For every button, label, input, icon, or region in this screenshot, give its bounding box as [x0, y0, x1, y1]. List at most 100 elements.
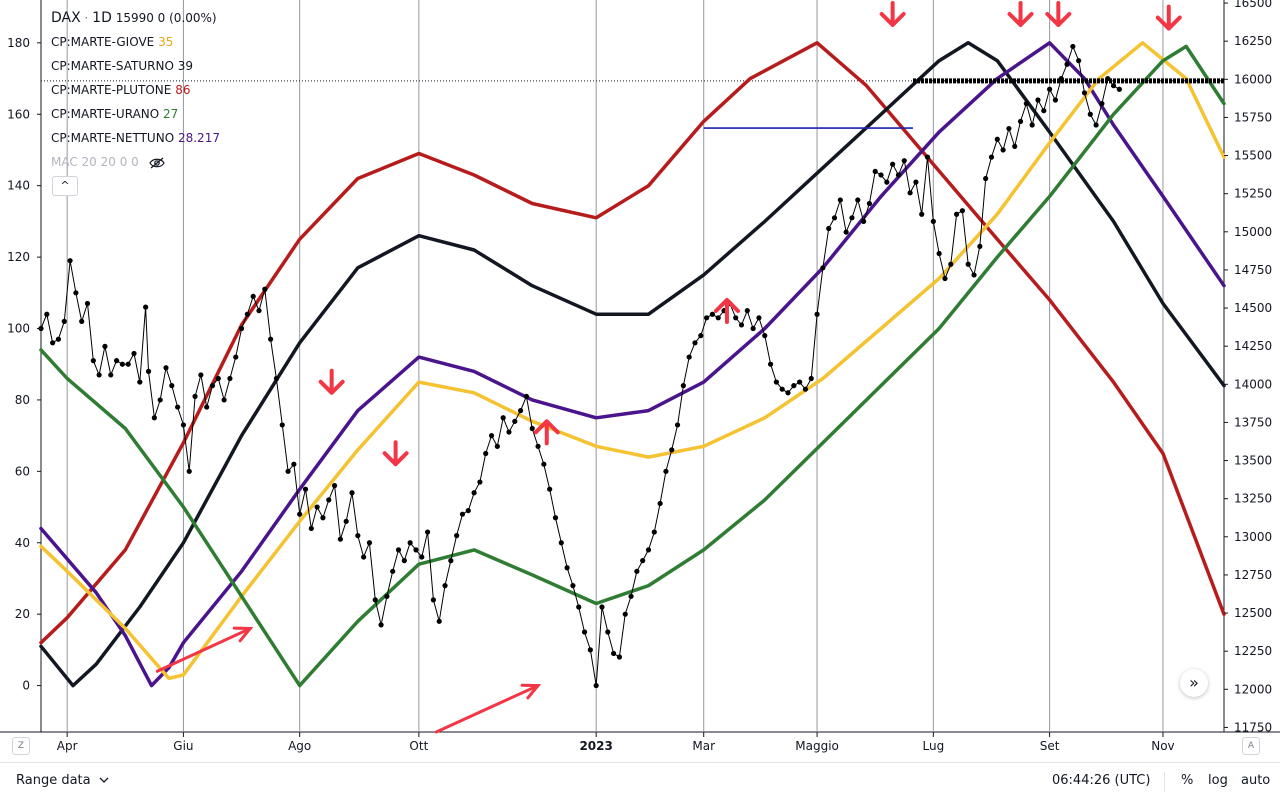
indicator-row-urano[interactable]: CP:MARTE-URANO 27 [51, 104, 220, 128]
price-point [698, 333, 704, 339]
indicator-name: CP:MARTE-SATURNO [51, 59, 174, 73]
date-range-button[interactable]: Range data [16, 773, 109, 788]
log-scale-toggle[interactable]: log [1208, 773, 1228, 788]
price-point [779, 386, 785, 392]
price-point [756, 315, 762, 321]
down-arrow [879, 0, 906, 27]
clock[interactable]: 06:44:26 (UTC) [1052, 773, 1151, 788]
auto-scale-corner-button[interactable]: A [1242, 737, 1260, 755]
price-point [1017, 118, 1024, 125]
price-point [163, 365, 169, 371]
price-point [67, 258, 73, 264]
price-point [390, 568, 396, 574]
price-point [1093, 122, 1099, 128]
chevron-down-icon [99, 777, 109, 783]
y-right-tick-label: 16250 [1234, 34, 1272, 48]
y-right-tick-label: 13000 [1234, 530, 1272, 544]
y-right-tick-label: 15000 [1234, 225, 1272, 239]
price-point [1070, 43, 1076, 50]
price-point [570, 583, 576, 589]
price-point [547, 486, 553, 492]
price-point [395, 547, 402, 553]
price-point [581, 629, 588, 635]
price-point [326, 497, 332, 503]
price-point [1087, 111, 1093, 117]
x-tick-label: Lug [922, 739, 944, 753]
x-tick-label: Mar [692, 739, 715, 753]
price-point [459, 511, 466, 517]
price-point [965, 261, 971, 267]
legend: DAX · 1D 15990 0 (0.00%) CP:MARTE-GIOVE … [51, 8, 220, 176]
price-point [209, 383, 216, 389]
price-point [878, 172, 884, 178]
indicator-value: 28.217 [177, 131, 220, 145]
price-point [587, 647, 593, 653]
y-left-tick-label: 100 [7, 322, 30, 336]
x-tick-label: 2023 [579, 739, 612, 753]
x-tick-label: Giu [173, 739, 193, 753]
price-point [988, 154, 995, 160]
price-point [180, 422, 187, 428]
price-point [483, 450, 489, 457]
timezone-corner-button[interactable]: Z [12, 737, 30, 755]
price-point [983, 175, 989, 182]
indicator-row-nettuno[interactable]: CP:MARTE-NETTUNO 28.217 [51, 128, 220, 152]
quote: 15990 0 (0.00%) [115, 11, 217, 25]
percent-scale-toggle[interactable]: % [1181, 773, 1194, 788]
indicator-value: 39 [177, 59, 194, 73]
date-range-label: Range data [16, 773, 91, 788]
price-point [948, 261, 954, 267]
price-point [407, 540, 413, 546]
price-point [936, 250, 942, 257]
indicator-value: 35 [158, 35, 174, 49]
indicator-name: CP:MARTE-PLUTONE [51, 83, 172, 97]
price-point [663, 468, 669, 474]
price-point [837, 197, 843, 203]
price-point [744, 308, 750, 314]
diagonal-arrow-head [232, 626, 254, 643]
scroll-to-realtime-button[interactable]: » [1180, 669, 1208, 697]
price-point [244, 311, 250, 317]
price-point [145, 368, 152, 374]
series-group [38, 41, 1226, 689]
auto-scale-toggle[interactable]: auto [1241, 773, 1271, 788]
price-point [767, 361, 774, 367]
price-point [738, 322, 745, 328]
price-point [849, 215, 855, 221]
legend-symbol-row[interactable]: DAX · 1D 15990 0 (0.00%) [51, 10, 217, 26]
price-point [465, 508, 471, 514]
price-point [1023, 100, 1029, 107]
price-point [256, 308, 262, 314]
hidden-eye-icon[interactable] [148, 157, 165, 169]
y-right-tick-label: 12500 [1234, 606, 1272, 620]
indicator-row-mac[interactable]: MAC 20 20 0 0 [51, 152, 220, 176]
indicator-row-saturno[interactable]: CP:MARTE-SATURNO 39 [51, 56, 220, 80]
up-arrow [713, 297, 740, 324]
legend-collapse-button[interactable]: ^ [52, 176, 78, 196]
price-point [715, 315, 721, 321]
indicator-value: 86 [175, 83, 191, 97]
diagonal-arrow-shaft [155, 626, 252, 673]
indicator-row-giove[interactable]: CP:MARTE-GIOVE 35 [51, 32, 220, 56]
price-point [320, 515, 326, 521]
price-point [517, 408, 524, 414]
price-point [762, 333, 768, 339]
price-point [221, 397, 227, 403]
price-point [302, 486, 309, 492]
price-point [512, 418, 518, 424]
price-point [872, 168, 878, 174]
price-point [55, 336, 62, 342]
y-left-tick-label: 140 [7, 179, 30, 193]
annotations-group [155, 0, 1224, 734]
price-point [273, 375, 280, 382]
y-left-tick-label: 120 [7, 250, 30, 264]
x-tick-label: Ago [288, 739, 311, 753]
price-point [651, 529, 657, 535]
price-point [494, 443, 500, 449]
price-point [448, 558, 454, 564]
price-chart[interactable]: Apr Giu Ago Ott 2023 Mar Maggio Lug Set Nov 0 20 40 6… [0, 0, 1280, 762]
price-point [262, 286, 268, 292]
indicator-name: CP:MARTE-NETTUNO [51, 131, 175, 145]
indicator-row-plutone[interactable]: CP:MARTE-PLUTONE 86 [51, 80, 220, 104]
y-left-tick-label: 40 [15, 536, 30, 550]
